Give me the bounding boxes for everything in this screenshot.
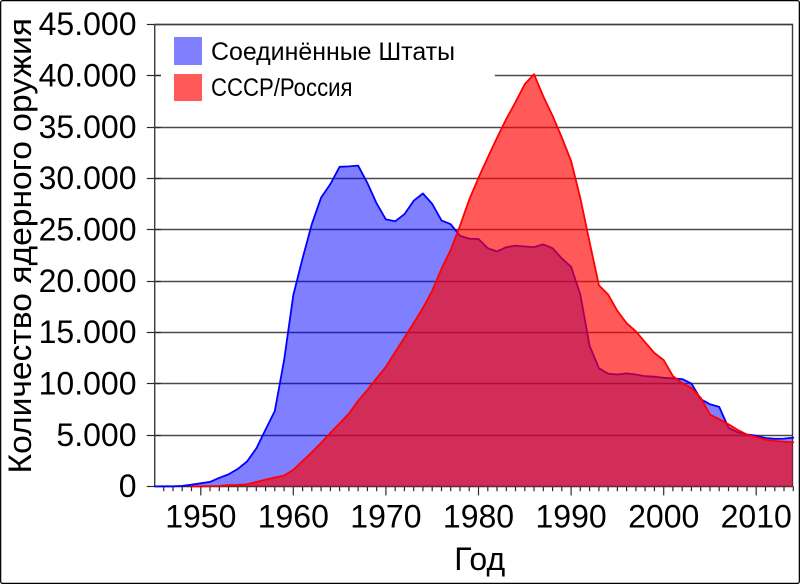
svg-text:1960: 1960 bbox=[258, 499, 329, 535]
svg-text:0: 0 bbox=[119, 468, 137, 504]
svg-text:20.000: 20.000 bbox=[39, 263, 137, 299]
svg-text:30.000: 30.000 bbox=[39, 160, 137, 196]
svg-text:40.000: 40.000 bbox=[39, 58, 137, 94]
svg-text:2010: 2010 bbox=[721, 499, 792, 535]
svg-text:Количество ядерного оружия: Количество ядерного оружия bbox=[2, 18, 38, 473]
svg-text:45.000: 45.000 bbox=[39, 6, 137, 42]
svg-text:1950: 1950 bbox=[165, 499, 236, 535]
svg-text:15.000: 15.000 bbox=[39, 314, 137, 350]
svg-text:1990: 1990 bbox=[536, 499, 607, 535]
svg-text:10.000: 10.000 bbox=[39, 366, 137, 402]
svg-text:2000: 2000 bbox=[628, 499, 699, 535]
svg-text:35.000: 35.000 bbox=[39, 109, 137, 145]
svg-text:Соединённые Штаты: Соединённые Штаты bbox=[211, 38, 455, 66]
svg-text:Год: Год bbox=[454, 541, 505, 577]
svg-text:1980: 1980 bbox=[443, 499, 514, 535]
svg-text:1970: 1970 bbox=[350, 499, 421, 535]
svg-text:СССР/Россия: СССР/Россия bbox=[211, 74, 353, 102]
svg-text:25.000: 25.000 bbox=[39, 212, 137, 248]
svg-text:5.000: 5.000 bbox=[56, 417, 136, 453]
